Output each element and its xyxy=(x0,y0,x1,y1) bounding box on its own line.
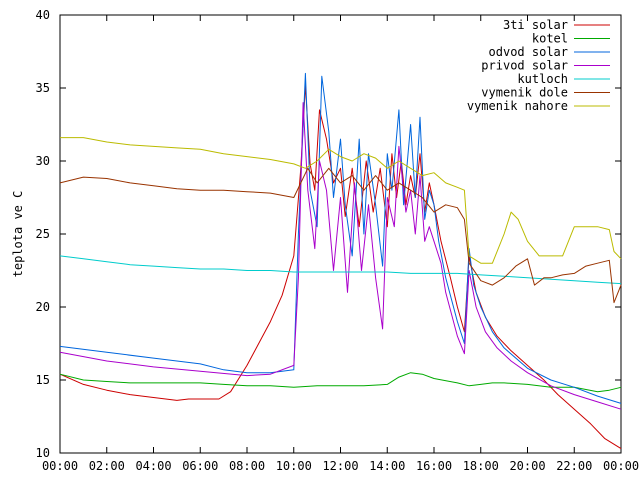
y-tick-label: 40 xyxy=(36,8,50,22)
x-tick-label: 00:00 xyxy=(42,459,78,473)
legend-label-5: kutloch xyxy=(517,72,568,86)
y-axis-title: teplota ve C xyxy=(11,191,25,278)
legend-label-7: vymenik nahore xyxy=(467,99,568,113)
x-tick-label: 04:00 xyxy=(135,459,171,473)
y-tick-label: 30 xyxy=(36,154,50,168)
y-tick-label: 25 xyxy=(36,227,50,241)
x-tick-label: 08:00 xyxy=(229,459,265,473)
series-line-2 xyxy=(59,372,622,393)
x-tick-label: 10:00 xyxy=(276,459,312,473)
x-axis: 00:00 02:00 04:00 06:00 08:00 10:00 12:00 14:00… xyxy=(42,15,639,473)
legend-label-2: kotel xyxy=(532,32,568,46)
x-tick-label: 12:00 xyxy=(322,459,358,473)
legend-label-6: vymenik dole xyxy=(481,86,568,100)
x-tick-label: 20:00 xyxy=(509,459,545,473)
series-line-3 xyxy=(59,72,622,404)
y-tick-label: 15 xyxy=(36,373,50,387)
series-line-6 xyxy=(59,167,622,304)
y-tick-label: 35 xyxy=(36,81,50,95)
series-line-4 xyxy=(59,102,622,410)
x-tick-label: 22:00 xyxy=(556,459,592,473)
x-tick-label: 06:00 xyxy=(182,459,218,473)
y-axis: 10 15 20 25 30 35 40 xyxy=(36,8,621,460)
x-tick-label: 14:00 xyxy=(369,459,405,473)
x-tick-label: 00:00 xyxy=(603,459,639,473)
legend-label-1: 3ti solar xyxy=(503,18,568,32)
series-line-7 xyxy=(60,137,622,264)
legend-label-4: privod solar xyxy=(481,59,568,73)
legend-label-3: odvod solar xyxy=(489,45,568,59)
series-line-5 xyxy=(59,255,622,285)
y-tick-label: 10 xyxy=(36,446,50,460)
x-tick-label: 02:00 xyxy=(89,459,125,473)
y-tick-label: 20 xyxy=(36,300,50,314)
x-tick-label: 18:00 xyxy=(463,459,499,473)
series-lines xyxy=(59,72,622,450)
x-tick-label: 16:00 xyxy=(416,459,452,473)
